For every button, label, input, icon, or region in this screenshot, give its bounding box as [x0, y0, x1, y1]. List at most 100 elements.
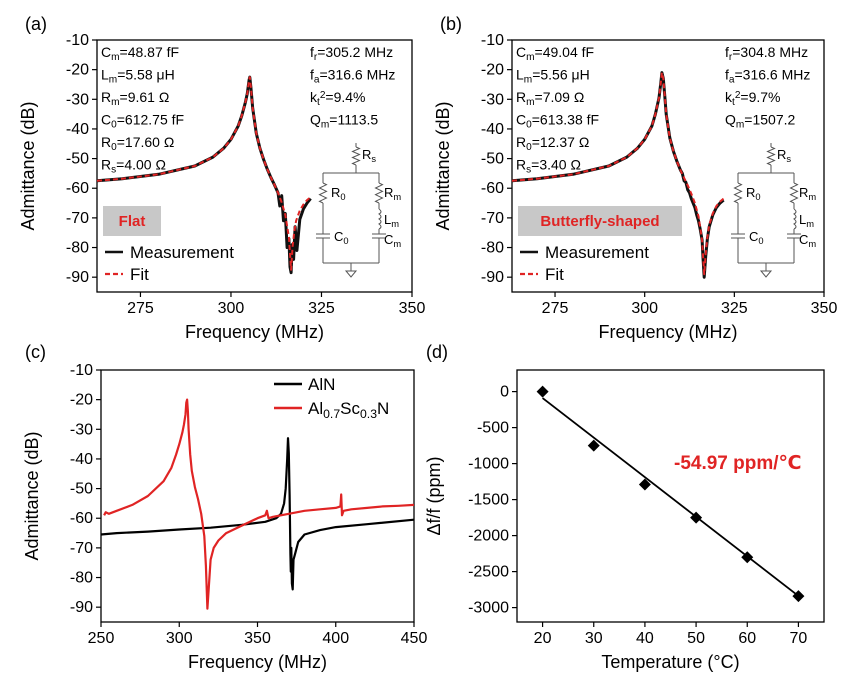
param-right: kt2=9.7%: [725, 89, 781, 108]
circuit-r0-label: R0: [746, 185, 761, 202]
param-left-part: 0: [526, 142, 532, 153]
circuit-rs-resistor: [766, 146, 776, 166]
y-axis-label: Admittance (dB): [18, 101, 38, 230]
x-tick-label: 30: [585, 630, 603, 647]
param-right-part: =1113.5: [329, 112, 378, 128]
param-left-part: m: [526, 97, 534, 108]
data-point-diamond: [536, 385, 549, 398]
param-left-part: =9.61 Ω: [120, 89, 170, 105]
x-tick-label: 350: [399, 300, 426, 317]
param-left: Cm=49.04 fF: [516, 44, 594, 63]
param-left: C0=612.75 fF: [101, 112, 184, 131]
y-tick-label: -30: [66, 91, 89, 108]
x-tick-label: 325: [721, 300, 748, 317]
circuit-rm-resistor: [789, 182, 799, 204]
param-left-part: =17.60 Ω: [117, 134, 175, 150]
param-right: fr=304.8 MHz: [725, 44, 808, 63]
param-right-part: k: [725, 89, 733, 105]
y-tick-label: -40: [66, 121, 89, 138]
y-tick-label: 0: [500, 384, 509, 401]
circuit-rm-label-part: R: [799, 185, 808, 200]
param-left: Lm=5.58 μH: [101, 67, 175, 86]
circuit-lm-inductor: [793, 208, 797, 230]
circuit-cm-label-part: m: [393, 239, 401, 249]
param-left-part: =49.04 fF: [535, 44, 595, 60]
param-left: Rs=4.00 Ω: [101, 157, 166, 176]
param-right-part: m: [736, 120, 744, 131]
data-point-diamond: [638, 478, 651, 491]
sample-label: Flat: [119, 213, 146, 230]
y-tick-label: -50: [70, 481, 93, 498]
series-alscn-line: [103, 398, 415, 610]
fit-line: [542, 397, 799, 597]
param-left-part: 0: [526, 120, 532, 131]
x-tick-label: 275: [542, 300, 569, 317]
param-left-part: =612.75 fF: [117, 112, 184, 128]
x-tick-label: 275: [127, 300, 154, 317]
param-left-part: C: [101, 44, 111, 60]
circuit-r0-label: R0: [331, 185, 346, 202]
circuit-c0-label-part: C: [334, 229, 343, 244]
circuit-r0-label-part: R: [746, 185, 755, 200]
param-right: Qm=1113.5: [310, 112, 378, 131]
param-right-part: Q: [310, 112, 321, 128]
circuit-rm-resistor: [374, 182, 384, 204]
y-tick-label: -80: [481, 240, 504, 257]
param-left: R0=17.60 Ω: [101, 134, 174, 153]
y-tick-label: -40: [481, 121, 504, 138]
circuit-c0-label-part: C: [749, 229, 758, 244]
circuit-c0-label: C0: [749, 229, 764, 246]
param-left-part: =4.00 Ω: [116, 157, 166, 173]
y-tick-label: -90: [70, 599, 93, 616]
param-left: Lm=5.56 μH: [516, 67, 590, 86]
y-tick-label: -90: [481, 269, 504, 286]
param-left-part: 0: [111, 142, 117, 153]
plot-frame: [511, 39, 825, 293]
circuit-rm-label-part: m: [393, 192, 401, 202]
y-axis-label: Admittance (dB): [433, 101, 453, 230]
y-tick-label: -20: [70, 392, 93, 409]
param-left-part: R: [516, 134, 526, 150]
param-right-part: a: [314, 75, 320, 86]
circuit-r0-label-part: 0: [755, 192, 760, 202]
circuit-lm-inductor: [378, 208, 382, 230]
circuit-cm-label-part: m: [808, 239, 816, 249]
plot-frame: [96, 39, 413, 293]
param-right-part: =316.6 MHz: [735, 67, 811, 83]
legend-aln-label: AlN: [308, 375, 335, 394]
param-right-part: 2: [735, 90, 741, 101]
circuit-r0-resistor: [318, 182, 328, 204]
param-right-part: a: [729, 75, 735, 86]
param-right-part: t: [732, 97, 735, 108]
circuit-ground-icon: [344, 270, 358, 278]
y-axis-label: Admittance (dB): [22, 431, 42, 560]
circuit-c0-label-part: 0: [343, 236, 348, 246]
data-point-diamond: [587, 439, 600, 452]
param-right-part: =1507.2: [744, 112, 795, 128]
circuit-lm-label: Lm: [799, 212, 814, 229]
panel-label: (d): [426, 342, 448, 362]
param-right-part: f: [310, 67, 314, 83]
x-tick-label: 250: [88, 630, 115, 647]
param-left: Cm=48.87 fF: [101, 44, 179, 63]
x-tick-label: 60: [738, 630, 756, 647]
param-left-part: R: [101, 89, 111, 105]
param-right: fa=316.6 MHz: [725, 67, 810, 86]
sample-label-box: [518, 206, 682, 236]
param-left-part: m: [109, 75, 117, 86]
param-right: fr=305.2 MHz: [310, 44, 393, 63]
param-left-part: =5.58 μH: [117, 67, 175, 83]
y-tick-label: -3000: [468, 600, 509, 617]
circuit-lm-label: Lm: [384, 212, 399, 229]
circuit-r0-label-part: 0: [340, 192, 345, 202]
y-tick-label: -500: [477, 420, 509, 437]
data-point-diamond: [690, 511, 703, 524]
param-right-part: k: [310, 89, 318, 105]
y-tick-label: -90: [66, 269, 89, 286]
y-tick-label: -10: [70, 362, 93, 379]
legend-measurement-label: Measurement: [130, 243, 234, 262]
x-tick-label: 350: [244, 630, 271, 647]
param-right-part: 2: [320, 90, 326, 101]
param-right-part: Q: [725, 112, 736, 128]
y-tick-label: -20: [66, 62, 89, 79]
